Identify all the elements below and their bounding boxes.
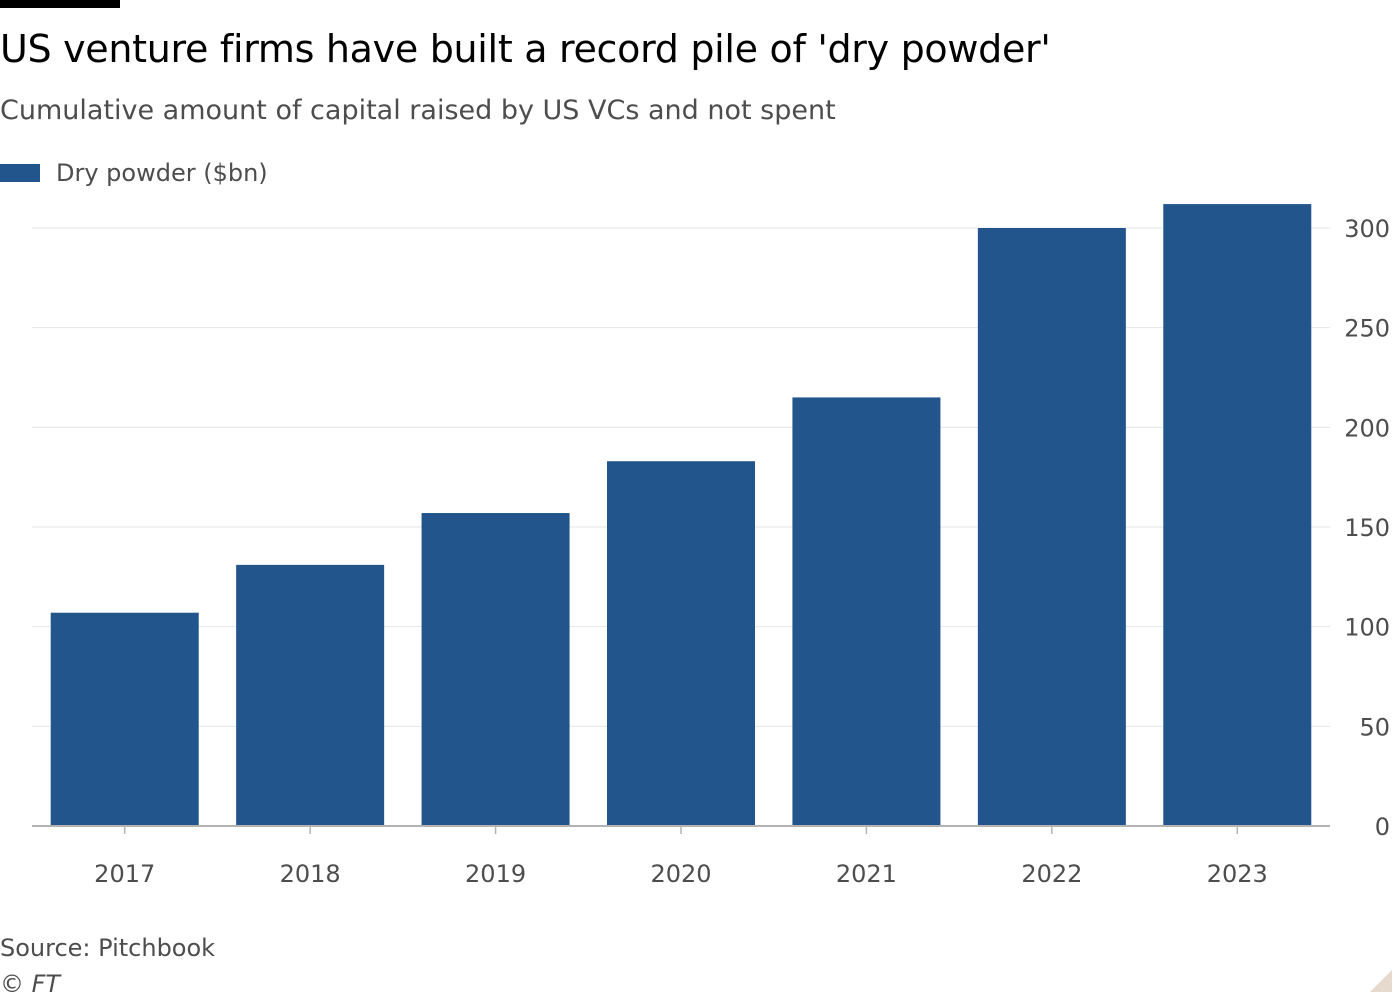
x-tick-label: 2020 [650,860,711,888]
chart-title: US venture firms have built a record pil… [0,27,1051,71]
bar-2020 [607,461,755,826]
bar-chart: 0 50 100 150 200 250 300 2017 2018 2019 2020 2021 20… [32,204,1390,888]
legend-label: Dry powder ($bn) [56,159,268,187]
bar-2021 [792,397,941,826]
x-tick-label: 2021 [836,860,897,888]
y-tick-label: 0 [1375,813,1390,841]
legend-swatch [0,164,40,182]
bar-2017 [50,612,199,826]
copyright-note: © FT [0,970,61,998]
corner-mark [1370,970,1392,992]
bar-2022 [977,228,1126,826]
source-note: Source: Pitchbook [0,934,216,962]
x-tick-label: 2022 [1021,860,1082,888]
y-tick-label: 50 [1359,713,1390,741]
y-tick-label: 300 [1344,215,1390,243]
y-tick-label: 100 [1344,614,1390,642]
bar-2019 [421,513,570,826]
x-tick-label: 2018 [280,860,341,888]
chart-subtitle: Cumulative amount of capital raised by U… [0,95,836,126]
y-tick-label: 200 [1344,414,1390,442]
y-tick-label: 250 [1344,315,1390,343]
x-tick-label: 2019 [465,860,526,888]
y-tick-label: 150 [1344,514,1390,542]
legend: Dry powder ($bn) [0,156,268,190]
bar-2023 [1163,204,1312,826]
top-rule [0,0,120,8]
bar-2018 [236,564,385,826]
x-tick-label: 2017 [94,860,155,888]
x-tick-label: 2023 [1207,860,1268,888]
